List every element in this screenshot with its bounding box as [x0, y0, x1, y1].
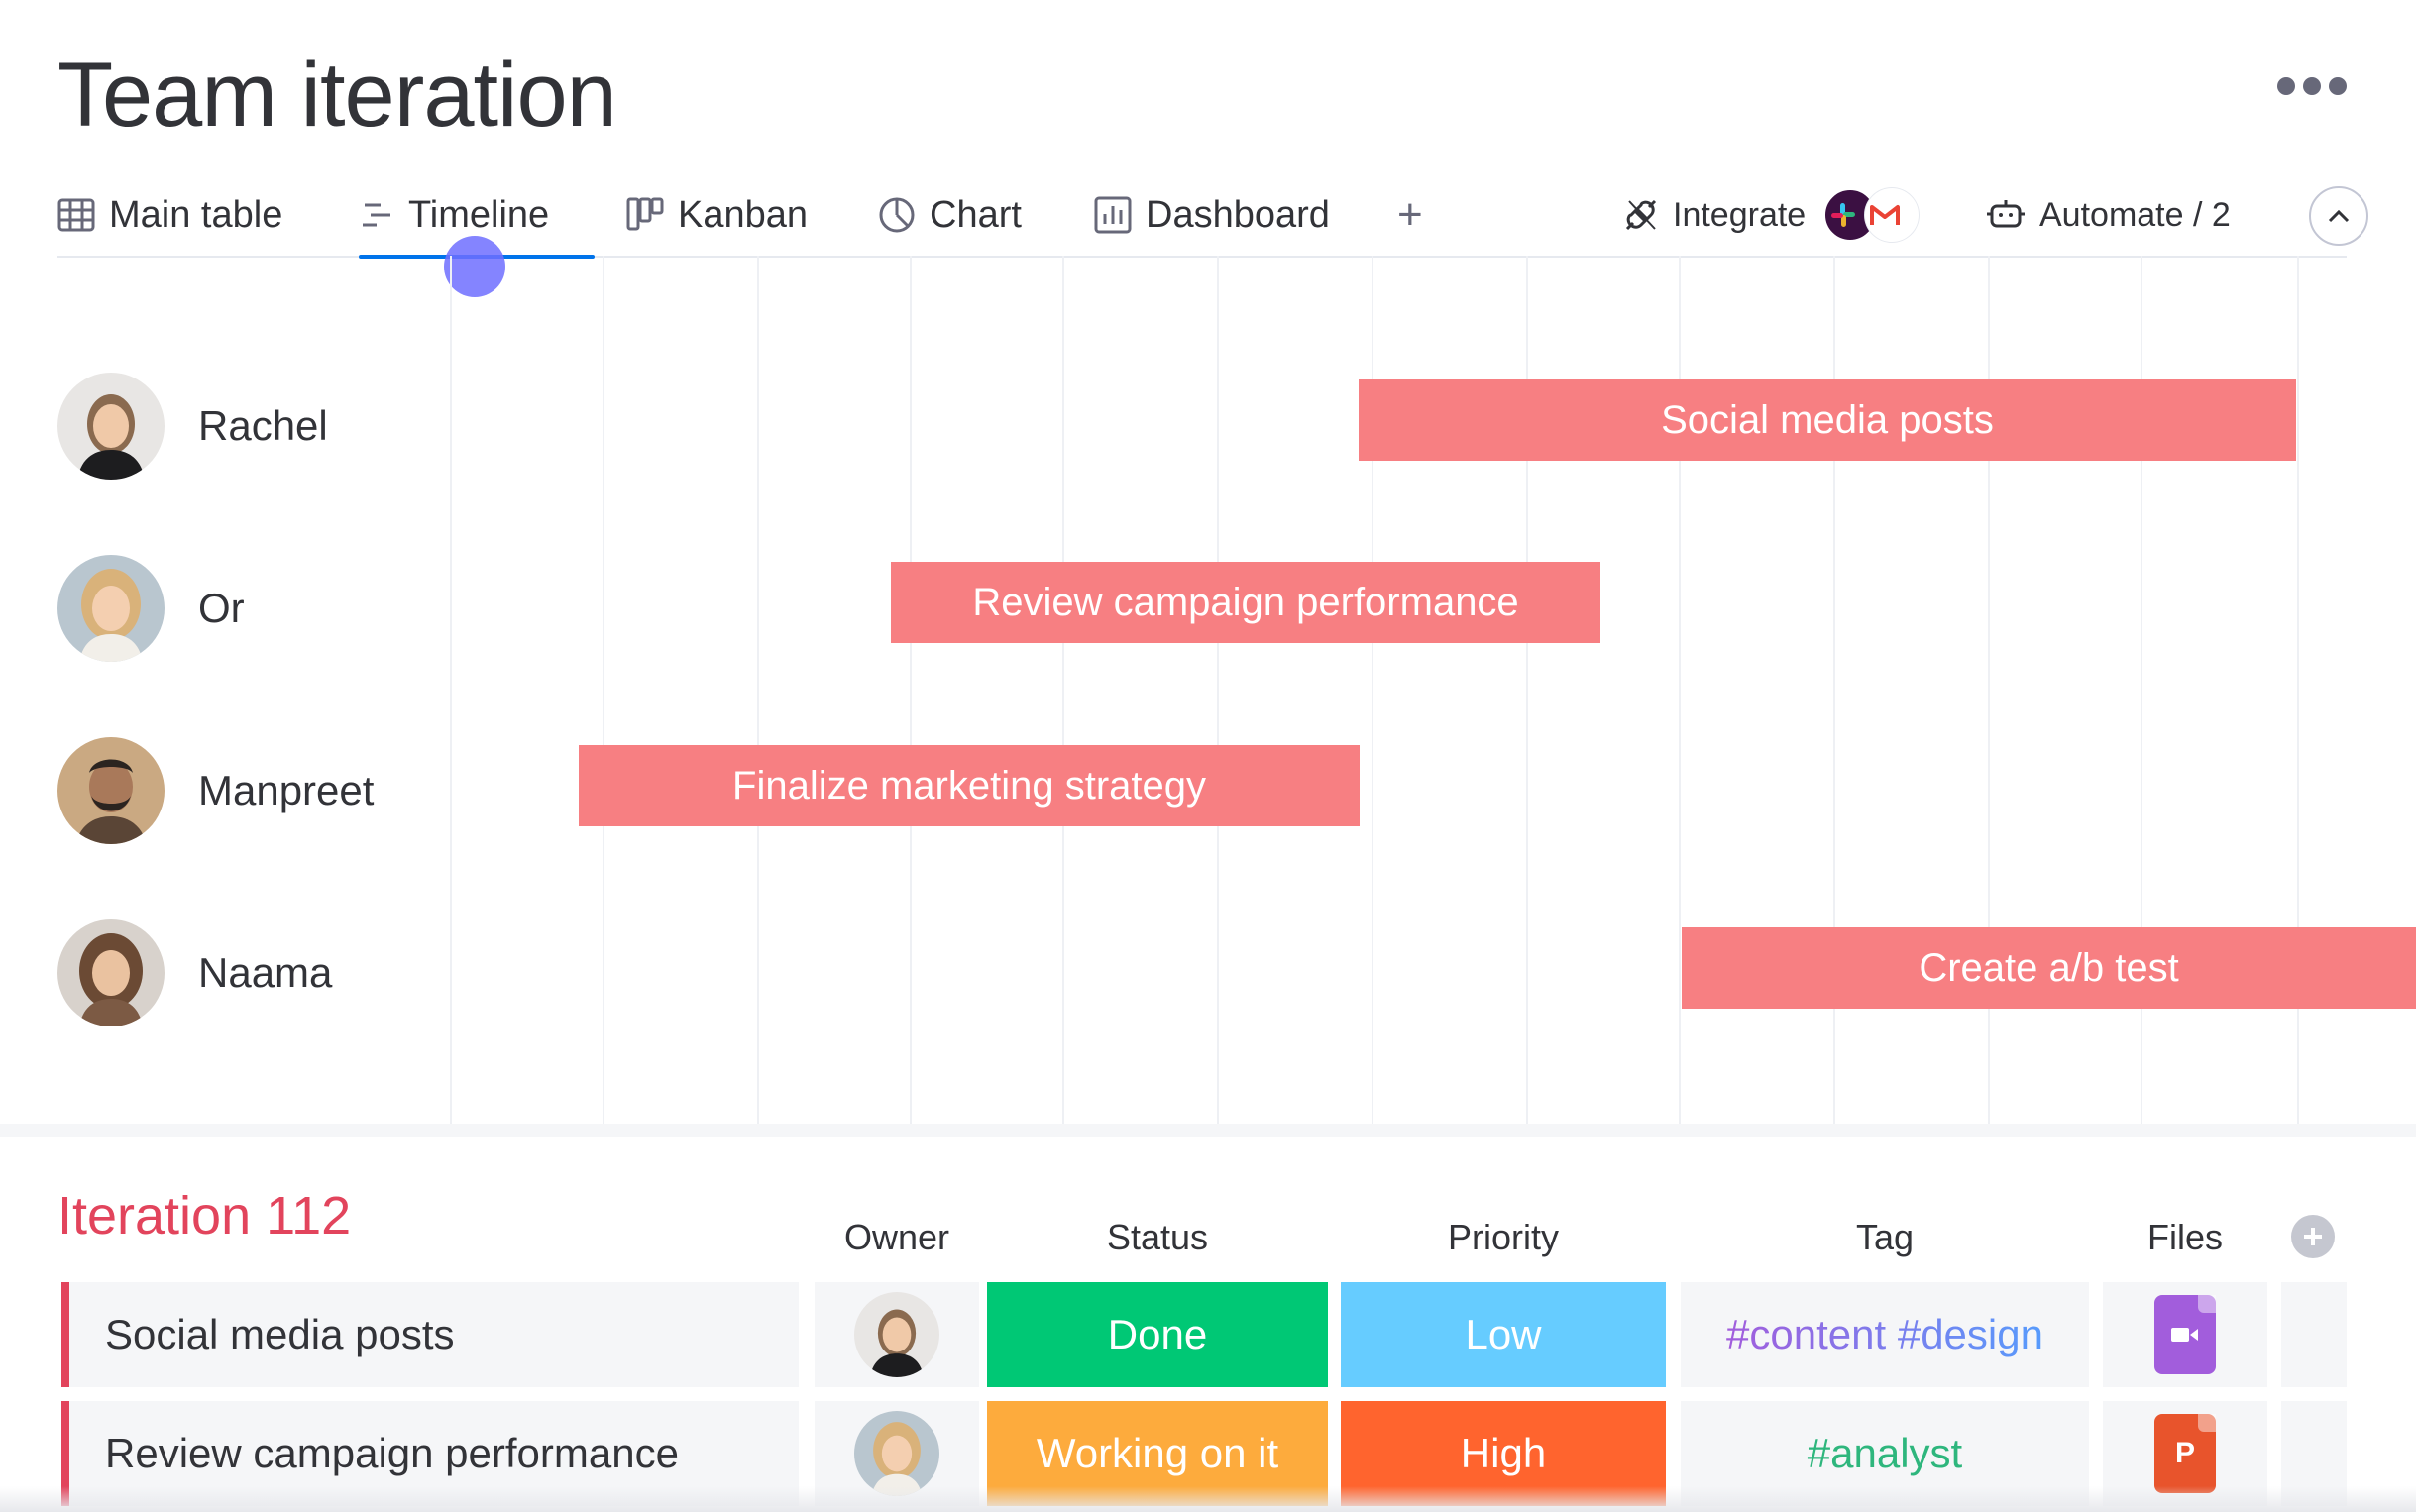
person-name: Naama	[198, 949, 333, 996]
automate-button[interactable]: Automate / 2	[1986, 176, 2231, 254]
group-color-marker	[61, 1282, 69, 1387]
tab-dashboard[interactable]: Dashboard	[1094, 176, 1330, 254]
tab-kanban[interactable]: Kanban	[626, 176, 808, 254]
avatar	[854, 1292, 939, 1377]
file-letter: P	[2174, 1437, 2195, 1469]
timeline-grid-line	[603, 256, 604, 1124]
avatar[interactable]	[57, 373, 165, 480]
files-cell[interactable]: P	[2103, 1401, 2267, 1506]
person-name: Rachel	[198, 402, 328, 449]
timeline-bar[interactable]: Social media posts	[1359, 379, 2296, 461]
priority-cell[interactable]: Low	[1341, 1282, 1666, 1387]
tab-main-table[interactable]: Main table	[57, 176, 282, 254]
timeline-grid-line	[2141, 256, 2142, 1124]
timeline-grid-line	[1988, 256, 1990, 1124]
column-header-status[interactable]: Status	[1106, 1217, 1209, 1257]
status-cell[interactable]: Done	[987, 1282, 1328, 1387]
pointer-cursor	[444, 236, 505, 297]
kanban-icon	[626, 197, 664, 231]
column-header-tag[interactable]: Tag	[1855, 1217, 1915, 1257]
collapse-header-button[interactable]	[2309, 186, 2368, 246]
board-title[interactable]: Team iteration	[57, 45, 617, 146]
tag-text: #analyst	[1807, 1430, 1963, 1476]
automate-label: Automate / 2	[2039, 195, 2231, 234]
tab-label: Timeline	[408, 193, 550, 236]
scroll-fade	[0, 1486, 2416, 1512]
powerpoint-file-icon[interactable]: P	[2154, 1414, 2216, 1493]
person-name: Or	[198, 585, 245, 631]
group-color-marker	[61, 1401, 69, 1506]
owner-cell[interactable]	[815, 1282, 979, 1387]
chart-icon	[879, 197, 915, 233]
group-title[interactable]: Iteration 112	[57, 1186, 352, 1245]
tab-timeline[interactable]: Timeline	[361, 176, 549, 254]
timeline-grid-line	[450, 256, 452, 1124]
table-icon	[57, 198, 95, 232]
avatar[interactable]	[57, 555, 165, 662]
tag-cell[interactable]: #content #design	[1681, 1282, 2089, 1387]
integrate-label: Integrate	[1673, 195, 1807, 234]
plus-icon	[2304, 1228, 2322, 1245]
tab-chart[interactable]: Chart	[878, 176, 1022, 254]
robot-icon	[1987, 200, 2025, 228]
timeline-bar[interactable]: Review campaign performance	[891, 562, 1600, 643]
timeline-view: Rachel Or	[0, 256, 2416, 1124]
tag-text: #content #design	[1726, 1311, 2043, 1357]
column-header-files[interactable]: Files	[2146, 1217, 2223, 1257]
avatar	[854, 1411, 939, 1496]
integration-logos	[1823, 188, 1920, 242]
timeline-grid-line	[1833, 256, 1835, 1124]
timeline-person-naama: Naama	[57, 918, 332, 1028]
integrate-icon	[1625, 199, 1657, 231]
timeline-grid-line	[1372, 256, 1373, 1124]
timeline-grid-line	[910, 256, 912, 1124]
section-divider	[0, 1124, 2416, 1137]
timeline-grid-line	[1062, 256, 1064, 1124]
files-cell[interactable]	[2103, 1282, 2267, 1387]
empty-cell	[2281, 1282, 2347, 1387]
add-column-button[interactable]	[2291, 1215, 2335, 1258]
avatar[interactable]	[57, 919, 165, 1026]
column-header-owner[interactable]: Owner	[843, 1217, 950, 1257]
timeline-person-or: Or	[57, 553, 245, 664]
item-name[interactable]: Social media posts	[61, 1282, 799, 1387]
timeline-bar[interactable]: Finalize marketing strategy	[579, 745, 1360, 826]
chevron-up-icon	[2328, 209, 2350, 223]
tab-label: Dashboard	[1146, 193, 1330, 236]
integrate-button[interactable]: Integrate	[1623, 176, 1920, 254]
view-tabs: Main table Timeline Kanban Cha	[57, 176, 2347, 259]
timeline-person-manpreet: Manpreet	[57, 735, 374, 846]
timeline-grid-line	[1679, 256, 1681, 1124]
gmail-logo	[1865, 188, 1920, 242]
add-view-button[interactable]: +	[1397, 190, 1423, 239]
timeline-grid-line	[757, 256, 759, 1124]
tab-label: Kanban	[678, 193, 809, 236]
timeline-icon	[363, 203, 390, 227]
avatar[interactable]	[57, 737, 165, 844]
timeline-grid-line	[1526, 256, 1528, 1124]
column-header-priority[interactable]: Priority	[1447, 1217, 1559, 1257]
tab-label: Chart	[930, 193, 1022, 236]
dashboard-icon	[1094, 196, 1132, 234]
video-file-icon[interactable]	[2154, 1295, 2216, 1374]
timeline-grid-line	[2297, 256, 2299, 1124]
tab-label: Main table	[109, 193, 283, 236]
person-name: Manpreet	[198, 767, 375, 813]
timeline-bar[interactable]: Create a/b test	[1682, 927, 2416, 1009]
timeline-person-rachel: Rachel	[57, 371, 328, 482]
more-options-icon[interactable]	[2277, 71, 2347, 101]
table-row[interactable]: Social media posts Done Low #content #de…	[0, 1282, 2416, 1391]
timeline-grid-line	[1217, 256, 1219, 1124]
